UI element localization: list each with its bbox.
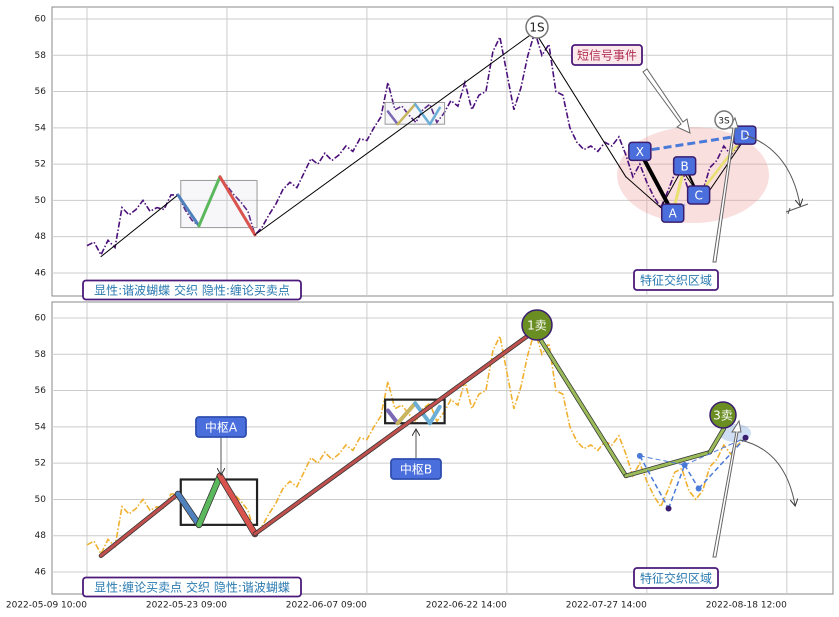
- pivot-box: [384, 398, 446, 425]
- hollow-arrow: [712, 116, 739, 263]
- harmonic-leg: [638, 150, 675, 215]
- y-tick-label: 56: [35, 386, 47, 396]
- pen-stroke: [708, 427, 726, 454]
- y-tick-label: 52: [35, 459, 46, 469]
- y-tick-label: 50: [35, 196, 47, 206]
- pen-stroke: [100, 194, 179, 258]
- annotation-box: [633, 567, 719, 589]
- pen-stroke: [254, 31, 536, 236]
- pivot-stroke: [396, 102, 417, 126]
- harmonic-leg: [639, 455, 670, 509]
- pivot-stroke: [428, 106, 441, 126]
- harmonic-point: [665, 505, 672, 512]
- annotation: 中枢A: [205, 420, 238, 435]
- pen-stroke: [176, 193, 201, 228]
- signal-marker: [709, 401, 737, 429]
- harmonic-leg: [698, 437, 747, 490]
- y-tick-label: 54: [35, 123, 47, 133]
- arrow: [744, 134, 800, 205]
- harmonic-point: [681, 461, 688, 468]
- pen-stroke: [625, 176, 662, 209]
- annotation: 显性:缠论买卖点 交织 隐性:谐波蝴蝶: [94, 580, 290, 595]
- point-label: B: [681, 159, 689, 173]
- y-tick-label: 60: [35, 14, 47, 24]
- point-label-box: [660, 203, 685, 223]
- annotation-box: [633, 269, 719, 291]
- pen-stroke: [196, 473, 223, 528]
- pen-stroke: [175, 491, 202, 528]
- y-tick-label: 48: [35, 232, 47, 242]
- x-tick-label: 2022-06-22 14:00: [426, 601, 507, 611]
- annotation-box: [390, 458, 442, 480]
- annotation: 中枢B: [400, 462, 432, 477]
- pivot-stroke: [386, 110, 399, 126]
- signal-marker: [521, 309, 553, 341]
- signal-marker: [714, 110, 734, 130]
- signal-marker: [525, 15, 549, 39]
- harmonic-leg: [684, 437, 746, 466]
- plot-frame: [51, 301, 834, 595]
- x-tick-label: 2022-08-18 12:00: [706, 601, 787, 611]
- harmonic-leg: [683, 464, 700, 489]
- harmonic-leg: [639, 133, 746, 153]
- pivot-stroke: [427, 404, 442, 426]
- signal-label: 1S: [529, 21, 544, 35]
- arrow: [739, 439, 795, 505]
- pen-stroke: [534, 31, 627, 178]
- annotation-box: [82, 576, 302, 598]
- annotation: 短信号事件: [577, 49, 637, 63]
- y-tick-label: 46: [35, 568, 47, 578]
- y-tick-label: 56: [35, 87, 47, 97]
- y-tick-label: 46: [35, 268, 47, 278]
- hollow-arrow: [712, 419, 742, 558]
- signal-label: 3卖: [713, 409, 733, 423]
- y-tick-label: 58: [35, 350, 47, 360]
- harmonic-point: [742, 434, 749, 441]
- arrow-end: [785, 203, 809, 215]
- annotation: 显性:谐波蝴蝶 交织 隐性:缠论买卖点: [94, 283, 290, 298]
- pen-stroke: [197, 175, 222, 228]
- pen-stroke: [533, 329, 628, 478]
- pen-stroke: [217, 473, 258, 537]
- pen-stroke: [99, 492, 180, 558]
- y-tick-label: 48: [35, 531, 47, 541]
- x-tick-label: 2022-05-09 10:00: [6, 601, 87, 611]
- pivot-stroke: [385, 408, 400, 426]
- annotation-box: [82, 279, 302, 301]
- point-label-box: [672, 156, 697, 176]
- point-label: C: [694, 188, 702, 202]
- harmonic-point: [695, 485, 702, 492]
- point-label: A: [669, 207, 678, 221]
- y-tick-label: 52: [35, 160, 46, 170]
- y-tick-label: 60: [35, 313, 47, 323]
- annotation: 特征交织区域: [640, 571, 712, 586]
- point-label: D: [740, 129, 749, 143]
- signal-label: 3S: [718, 117, 730, 127]
- pivot-stroke: [395, 401, 418, 426]
- point-label-box: [628, 141, 652, 162]
- pen-stroke: [218, 175, 257, 237]
- hollow-arrow: [642, 68, 691, 134]
- y-tick-label: 54: [35, 422, 47, 432]
- signal-label: 1卖: [527, 319, 547, 333]
- harmonic-leg: [697, 134, 746, 196]
- pen-stroke: [624, 450, 712, 478]
- x-tick-label: 2022-05-23 09:00: [146, 601, 227, 611]
- pen-stroke: [253, 329, 537, 536]
- annotation: 特征交织区域: [640, 273, 712, 288]
- annotation-box: [195, 416, 247, 438]
- point-label: X: [636, 145, 644, 159]
- annotation-box: [571, 44, 643, 66]
- x-tick-label: 2022-07-27 14:00: [566, 601, 647, 611]
- y-tick-label: 58: [35, 51, 47, 61]
- point-label-box: [686, 185, 711, 205]
- harmonic-point: [636, 452, 643, 459]
- pivot-stroke: [413, 102, 432, 126]
- x-tick-label: 2022-06-07 09:00: [286, 601, 367, 611]
- y-tick-label: 50: [35, 495, 47, 505]
